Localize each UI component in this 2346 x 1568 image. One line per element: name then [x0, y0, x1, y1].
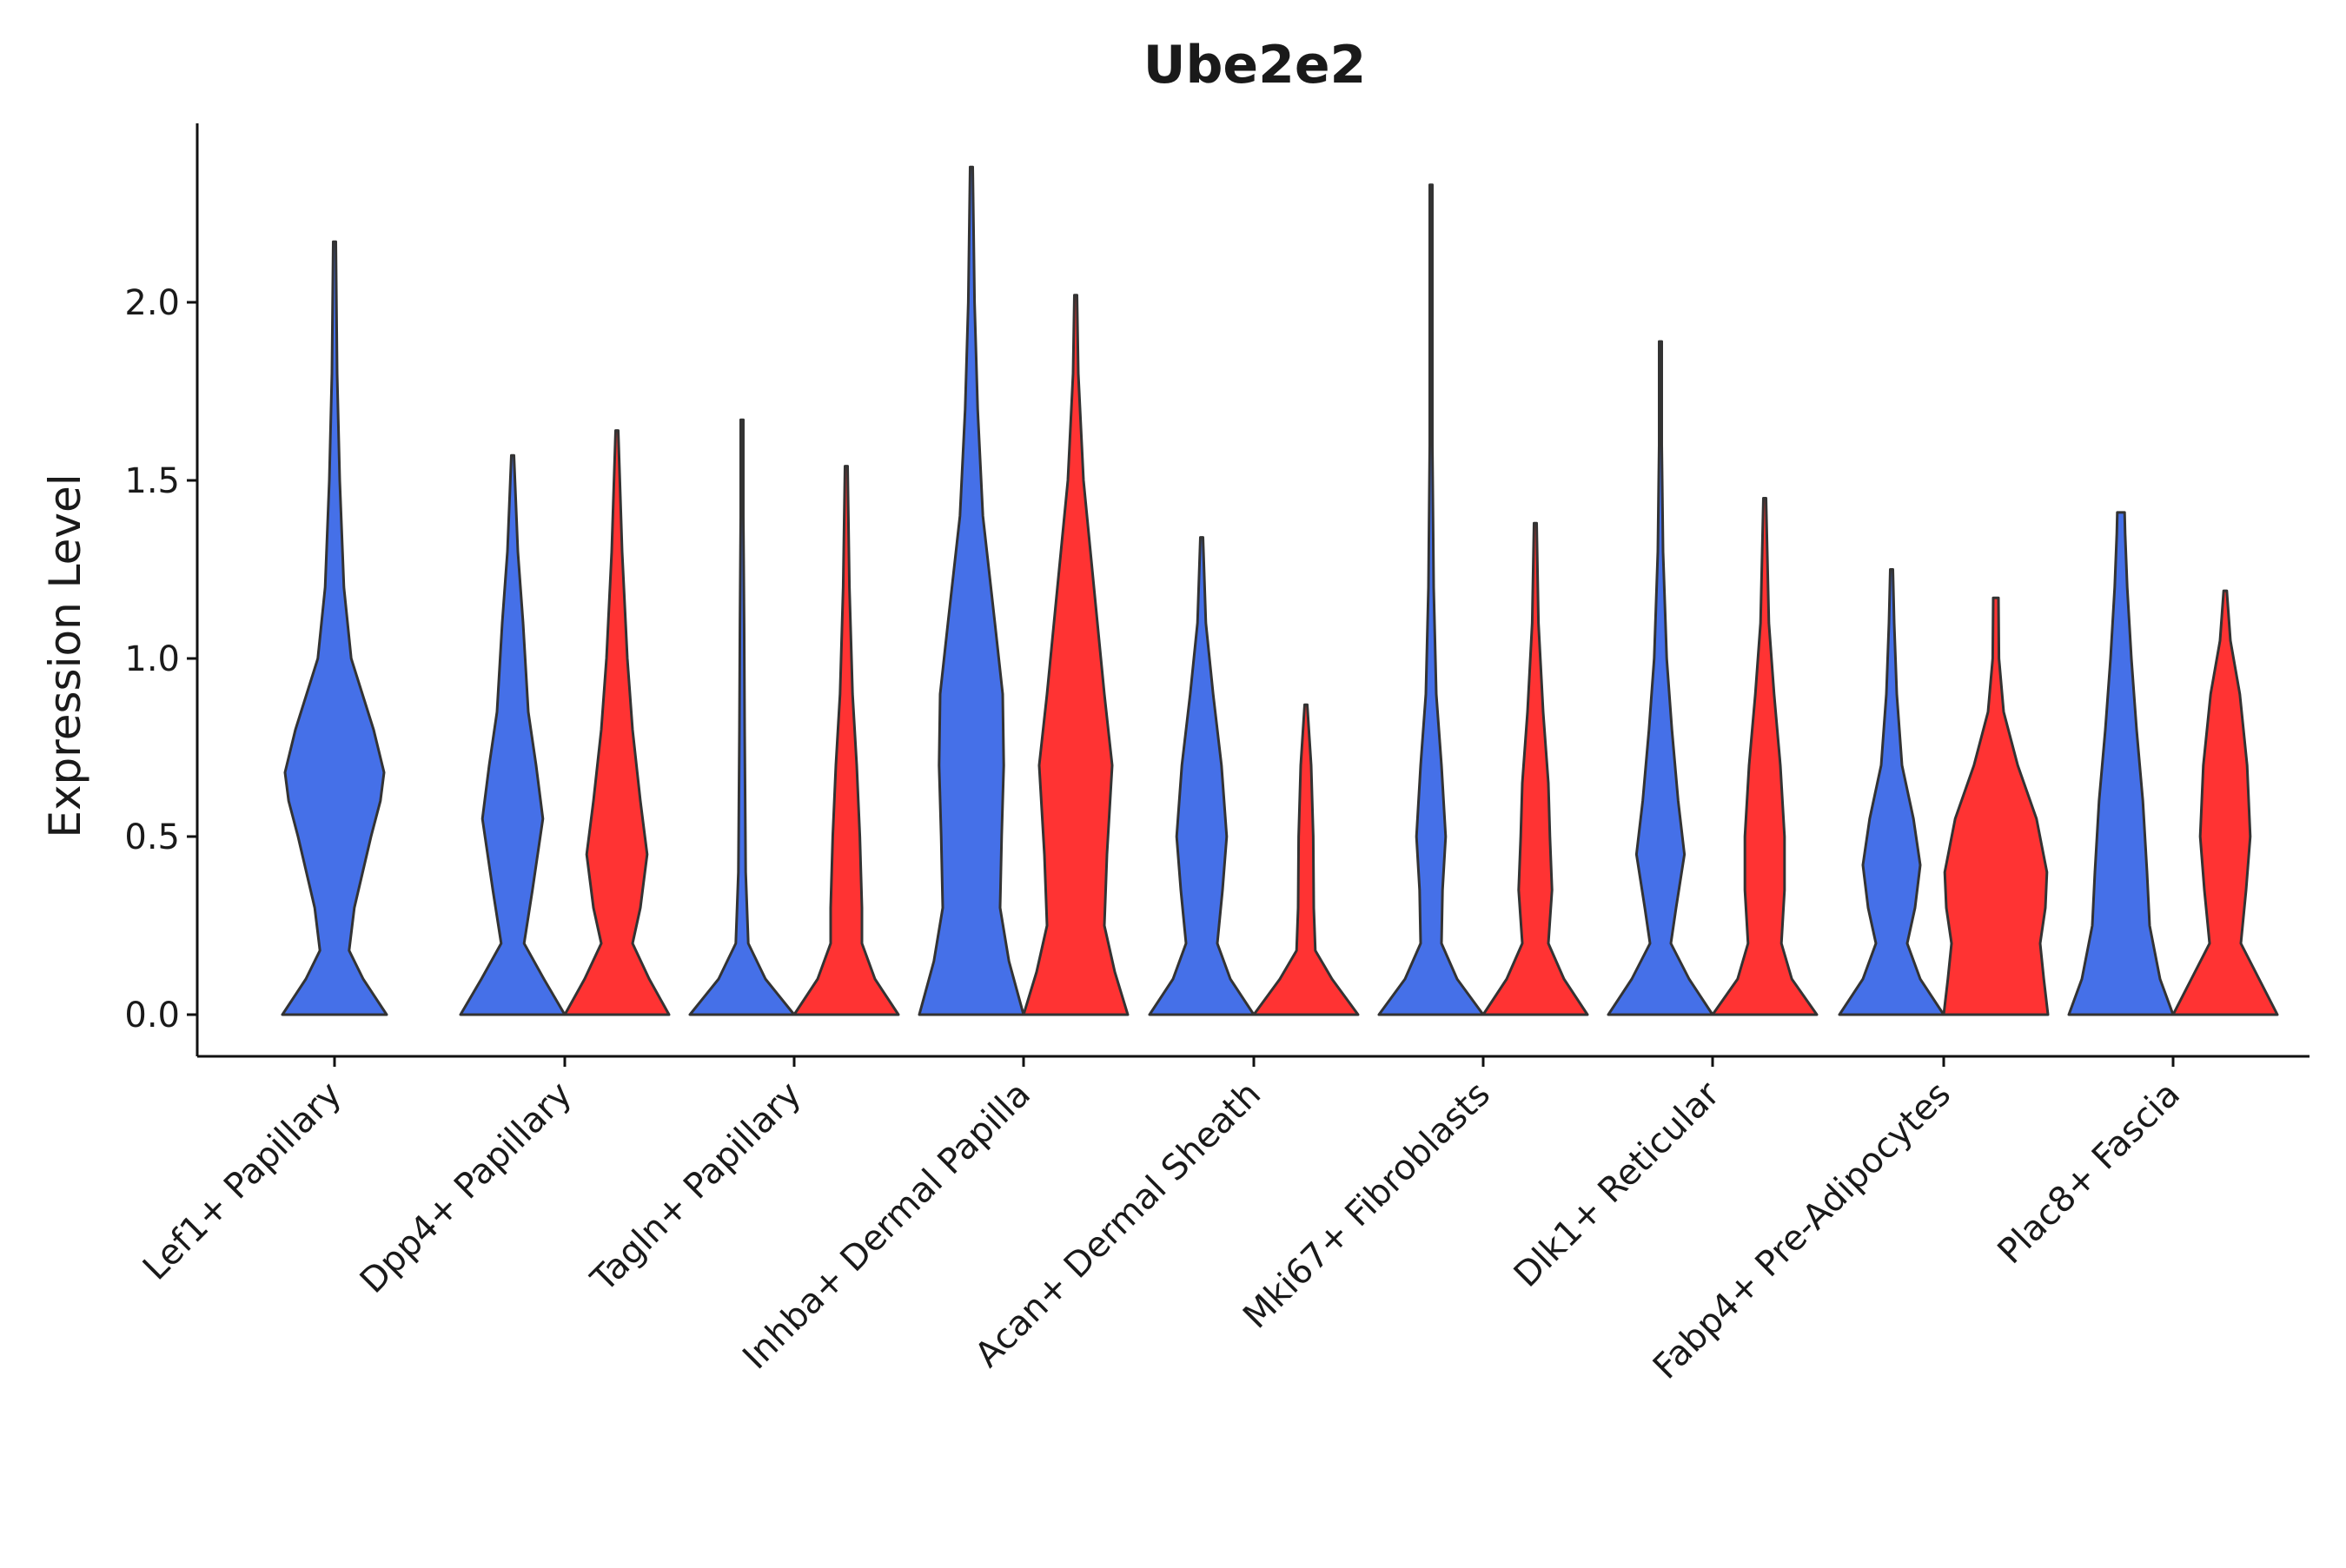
y-tick-label: 1.0: [124, 639, 180, 679]
violin-group-2-4: [1022, 294, 1130, 1016]
x-tick-label: Dlk1+ Reticular: [1507, 1074, 1728, 1295]
x-tick-label: Tagln+ Papillary: [583, 1075, 809, 1300]
violin-group-1-1: [281, 240, 388, 1016]
y-tick-label: 2.0: [124, 283, 180, 323]
violin-group-1-2: [459, 453, 567, 1016]
violin-group-1-3: [688, 418, 796, 1016]
y-tick-label: 1.5: [124, 461, 180, 501]
x-tick-label: Dpp4+ Papillary: [353, 1075, 580, 1301]
violins: [281, 165, 2279, 1016]
violin-group-2-9: [2171, 589, 2279, 1016]
violin-group-2-6: [1481, 521, 1589, 1016]
y-tick-label: 0.5: [124, 817, 180, 857]
violin-group-2-3: [792, 465, 900, 1016]
violin-group-2-5: [1252, 703, 1360, 1016]
violin-group-2-7: [1711, 497, 1819, 1016]
y-axis-label: Expression Level: [40, 473, 90, 837]
violin-group-1-6: [1377, 183, 1485, 1016]
violin-group-1-4: [918, 165, 1025, 1016]
violin-group-1-8: [1838, 568, 1945, 1016]
x-axis-ticks: Lef1+ Papillary Dpp4+ Papillary Tagln+ Pap…: [136, 1056, 2188, 1387]
violin-group-1-9: [2067, 511, 2175, 1016]
violin-group-1-7: [1607, 340, 1714, 1016]
violin-group-1-5: [1148, 536, 1256, 1016]
chart-title: Ube2e2: [1143, 35, 1367, 96]
y-tick-label: 0.0: [124, 996, 180, 1035]
x-tick-label: Mki67+ Fibroblasts: [1236, 1075, 1498, 1337]
x-tick-label: Plac8+ Fascia: [1991, 1075, 2189, 1273]
x-tick-label: Lef1+ Papillary: [136, 1075, 349, 1288]
y-axis-ticks: 0.0 0.5 1.0 1.5 2.0: [124, 283, 197, 1035]
violin-group-2-2: [563, 429, 671, 1016]
violin-group-2-8: [1942, 596, 2050, 1016]
